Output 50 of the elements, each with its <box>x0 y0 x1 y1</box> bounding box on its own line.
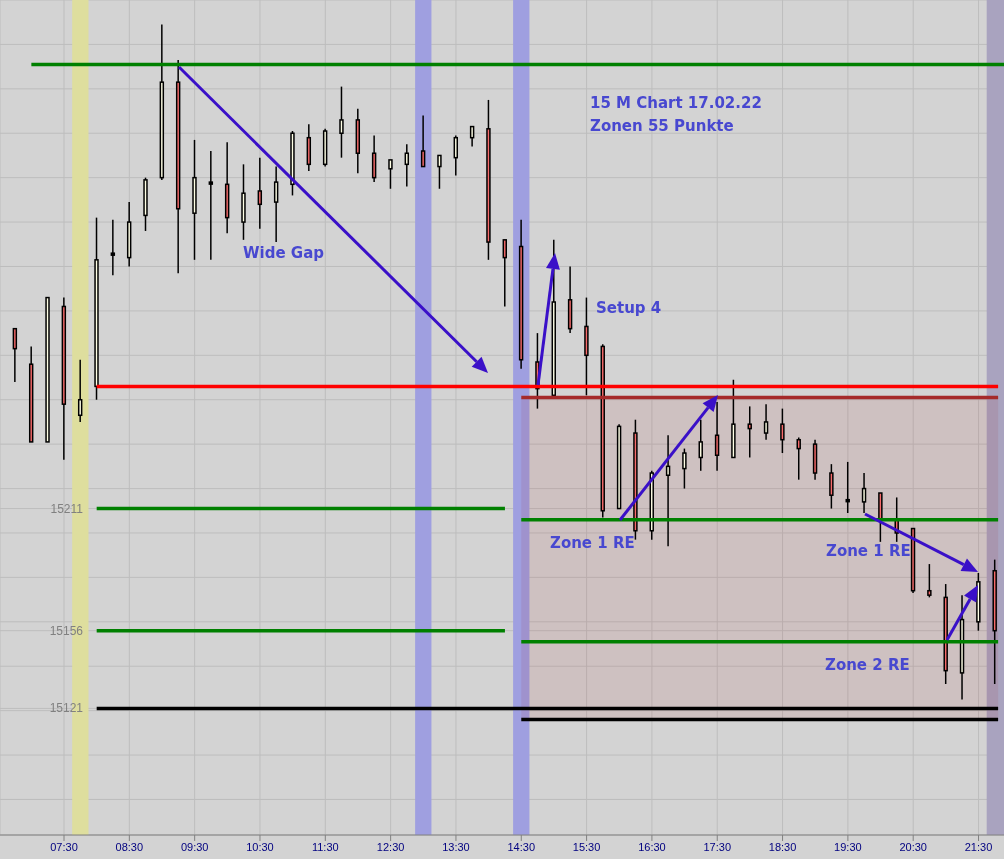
x-tick-label: 16:30 <box>638 840 666 853</box>
candlestick <box>388 159 393 190</box>
candlestick <box>927 563 932 599</box>
candlestick <box>110 219 116 277</box>
annotation: 15 M Chart 17.02.22 <box>590 94 762 112</box>
x-tick-label: 21:30 <box>964 840 993 853</box>
candlestick <box>698 418 703 472</box>
x-tick-label: 19:30 <box>834 840 862 853</box>
x-tick-label: 14:30 <box>507 840 536 853</box>
annotation: Zone 2 RE <box>825 656 910 674</box>
y-tick-label: 15121 <box>49 701 84 716</box>
candlestick <box>257 156 263 230</box>
x-tick-label: 18:30 <box>768 840 797 853</box>
candlestick <box>12 327 18 383</box>
x-tick-label: 11:30 <box>311 840 339 853</box>
annotation: Zone 1 RE <box>550 534 635 552</box>
candlestick <box>829 463 834 510</box>
candlestick <box>339 85 344 159</box>
candlestick <box>273 165 279 243</box>
x-tick-label: 15:30 <box>572 840 601 853</box>
candlestick <box>682 447 687 490</box>
candlestick <box>208 150 214 261</box>
x-tick-label: 07:30 <box>50 840 78 853</box>
x-tick-label: 17:30 <box>703 840 731 853</box>
candlestick <box>665 434 671 548</box>
candlestick <box>796 436 801 481</box>
candlestick <box>845 461 850 514</box>
candlestick <box>404 143 410 188</box>
candlestick <box>437 154 442 190</box>
candlestick <box>861 472 867 514</box>
candlestick <box>502 239 507 308</box>
x-tick-label: 08:30 <box>115 840 144 853</box>
y-tick-label: 15156 <box>49 623 84 638</box>
y-tick-label: 15211 <box>50 501 84 516</box>
x-tick-label: 10:30 <box>246 840 274 853</box>
candlestick <box>747 405 752 459</box>
annotation: Zonen 55 Punkte <box>590 117 734 135</box>
x-tick-label: 13:30 <box>442 840 470 853</box>
candlestick <box>77 359 83 423</box>
candlestick <box>780 407 785 454</box>
x-tick-label: 12:30 <box>376 840 405 853</box>
candlestick <box>714 401 720 472</box>
annotation: Setup 4 <box>596 299 662 317</box>
x-tick-label: 09:30 <box>180 840 209 853</box>
candlestick <box>420 114 426 168</box>
candlestick <box>453 134 458 177</box>
annotation: Wide Gap <box>243 244 325 262</box>
candlestick <box>763 403 769 441</box>
annotation: Zone 1 RE <box>826 542 911 560</box>
x-tick-label: 20:30 <box>899 840 927 853</box>
